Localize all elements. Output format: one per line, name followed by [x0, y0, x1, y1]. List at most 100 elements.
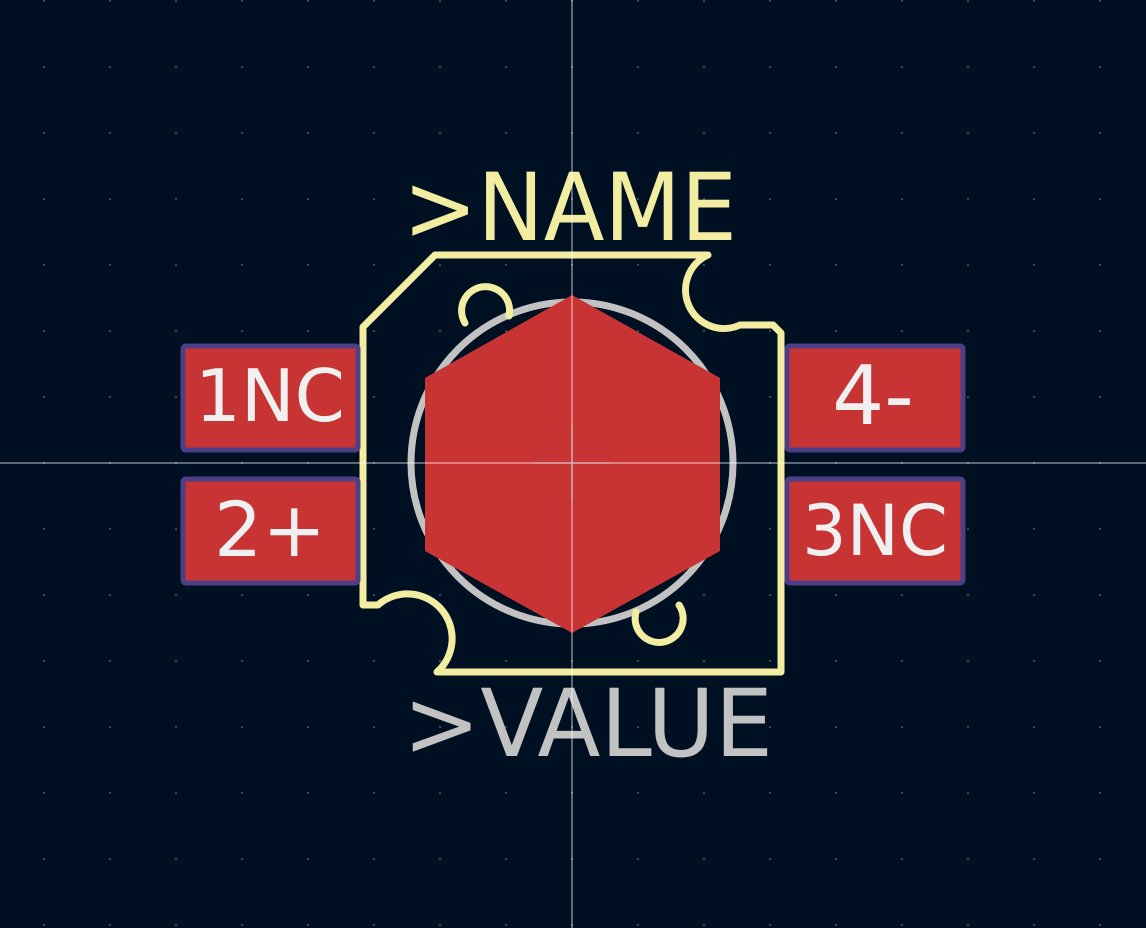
grid-dot — [175, 66, 177, 68]
grid-dot — [505, 66, 507, 68]
grid-dot — [439, 330, 441, 332]
grid-dot — [43, 132, 45, 134]
grid-dot — [241, 198, 243, 200]
grid-dot — [43, 264, 45, 266]
grid-dot — [373, 594, 375, 596]
grid-dot — [175, 792, 177, 794]
grid-dot — [703, 0, 705, 2]
pad-1[interactable]: 1NC — [180, 343, 361, 453]
grid-dot — [241, 792, 243, 794]
grid-dot — [43, 198, 45, 200]
grid-dot — [505, 726, 507, 728]
grid-dot — [637, 330, 639, 332]
pad-2[interactable]: 2+ — [180, 476, 361, 586]
grid-dot — [439, 726, 441, 728]
grid-dot — [1033, 924, 1035, 926]
grid-dot — [703, 132, 705, 134]
grid-dot — [373, 660, 375, 662]
grid-dot — [373, 726, 375, 728]
grid-dot — [43, 66, 45, 68]
grid-dot — [505, 132, 507, 134]
grid-dot — [835, 792, 837, 794]
grid-dot — [703, 726, 705, 728]
grid-dot — [967, 528, 969, 530]
grid-dot — [109, 198, 111, 200]
grid-dot — [43, 528, 45, 530]
grid-dot — [175, 0, 177, 2]
grid-dot — [835, 726, 837, 728]
grid-dot — [967, 858, 969, 860]
grid-dot — [505, 858, 507, 860]
grid-dot — [439, 792, 441, 794]
grid-dot — [769, 264, 771, 266]
grid-dot — [109, 132, 111, 134]
grid-dot — [307, 924, 309, 926]
grid-dot — [901, 264, 903, 266]
grid-dot — [637, 924, 639, 926]
grid-dot — [967, 726, 969, 728]
grid-dot — [703, 264, 705, 266]
grid-dot — [967, 924, 969, 926]
grid-dot — [769, 66, 771, 68]
pad-3-label: 3NC — [802, 490, 948, 572]
grid-dot — [241, 858, 243, 860]
grid-dot — [1099, 132, 1101, 134]
grid-dot — [175, 132, 177, 134]
grid-dot — [307, 726, 309, 728]
grid-dot — [835, 198, 837, 200]
grid-dot — [901, 792, 903, 794]
grid-dot — [703, 66, 705, 68]
grid-dot — [175, 264, 177, 266]
grid-dot — [109, 594, 111, 596]
grid-dot — [373, 198, 375, 200]
pad-1-label: 1NC — [195, 354, 345, 438]
grid-dot — [1033, 198, 1035, 200]
grid-dot — [901, 198, 903, 200]
grid-dot — [967, 660, 969, 662]
grid-dot — [439, 198, 441, 200]
grid-dot — [439, 66, 441, 68]
grid-dot — [373, 66, 375, 68]
pad-3[interactable]: 3NC — [784, 476, 966, 586]
grid-dot — [1033, 594, 1035, 596]
pad-4[interactable]: 4- — [784, 343, 966, 453]
grid-dot — [439, 0, 441, 2]
grid-dot — [241, 132, 243, 134]
grid-dot — [769, 792, 771, 794]
grid-dot — [43, 726, 45, 728]
grid-dot — [835, 660, 837, 662]
grid-dot — [703, 924, 705, 926]
grid-dot — [307, 792, 309, 794]
grid-dot — [769, 660, 771, 662]
grid-dot — [307, 0, 309, 2]
grid-dot — [967, 330, 969, 332]
value-label: >VALUE — [403, 670, 773, 779]
grid-dot — [769, 198, 771, 200]
grid-dot — [175, 858, 177, 860]
grid-dot — [43, 858, 45, 860]
grid-dot — [175, 396, 177, 398]
grid-dot — [769, 0, 771, 2]
grid-dot — [769, 594, 771, 596]
silkscreen-arc-bottom-right — [631, 601, 687, 646]
grid-dot — [637, 858, 639, 860]
grid-dot — [1099, 66, 1101, 68]
grid-dot — [637, 726, 639, 728]
grid-dot — [1099, 594, 1101, 596]
grid-dot — [1099, 924, 1101, 926]
grid-dot — [241, 66, 243, 68]
grid-dot — [901, 726, 903, 728]
grid-dot — [175, 594, 177, 596]
grid-dot — [835, 924, 837, 926]
grid-dot — [637, 66, 639, 68]
grid-dot — [505, 660, 507, 662]
grid-dot — [439, 858, 441, 860]
grid-dot — [967, 396, 969, 398]
grid-dot — [241, 330, 243, 332]
grid-dot — [373, 792, 375, 794]
grid-dot — [1033, 0, 1035, 2]
grid-dot — [1033, 330, 1035, 332]
grid-dot — [43, 330, 45, 332]
grid-dot — [505, 0, 507, 2]
grid-dot — [1033, 660, 1035, 662]
